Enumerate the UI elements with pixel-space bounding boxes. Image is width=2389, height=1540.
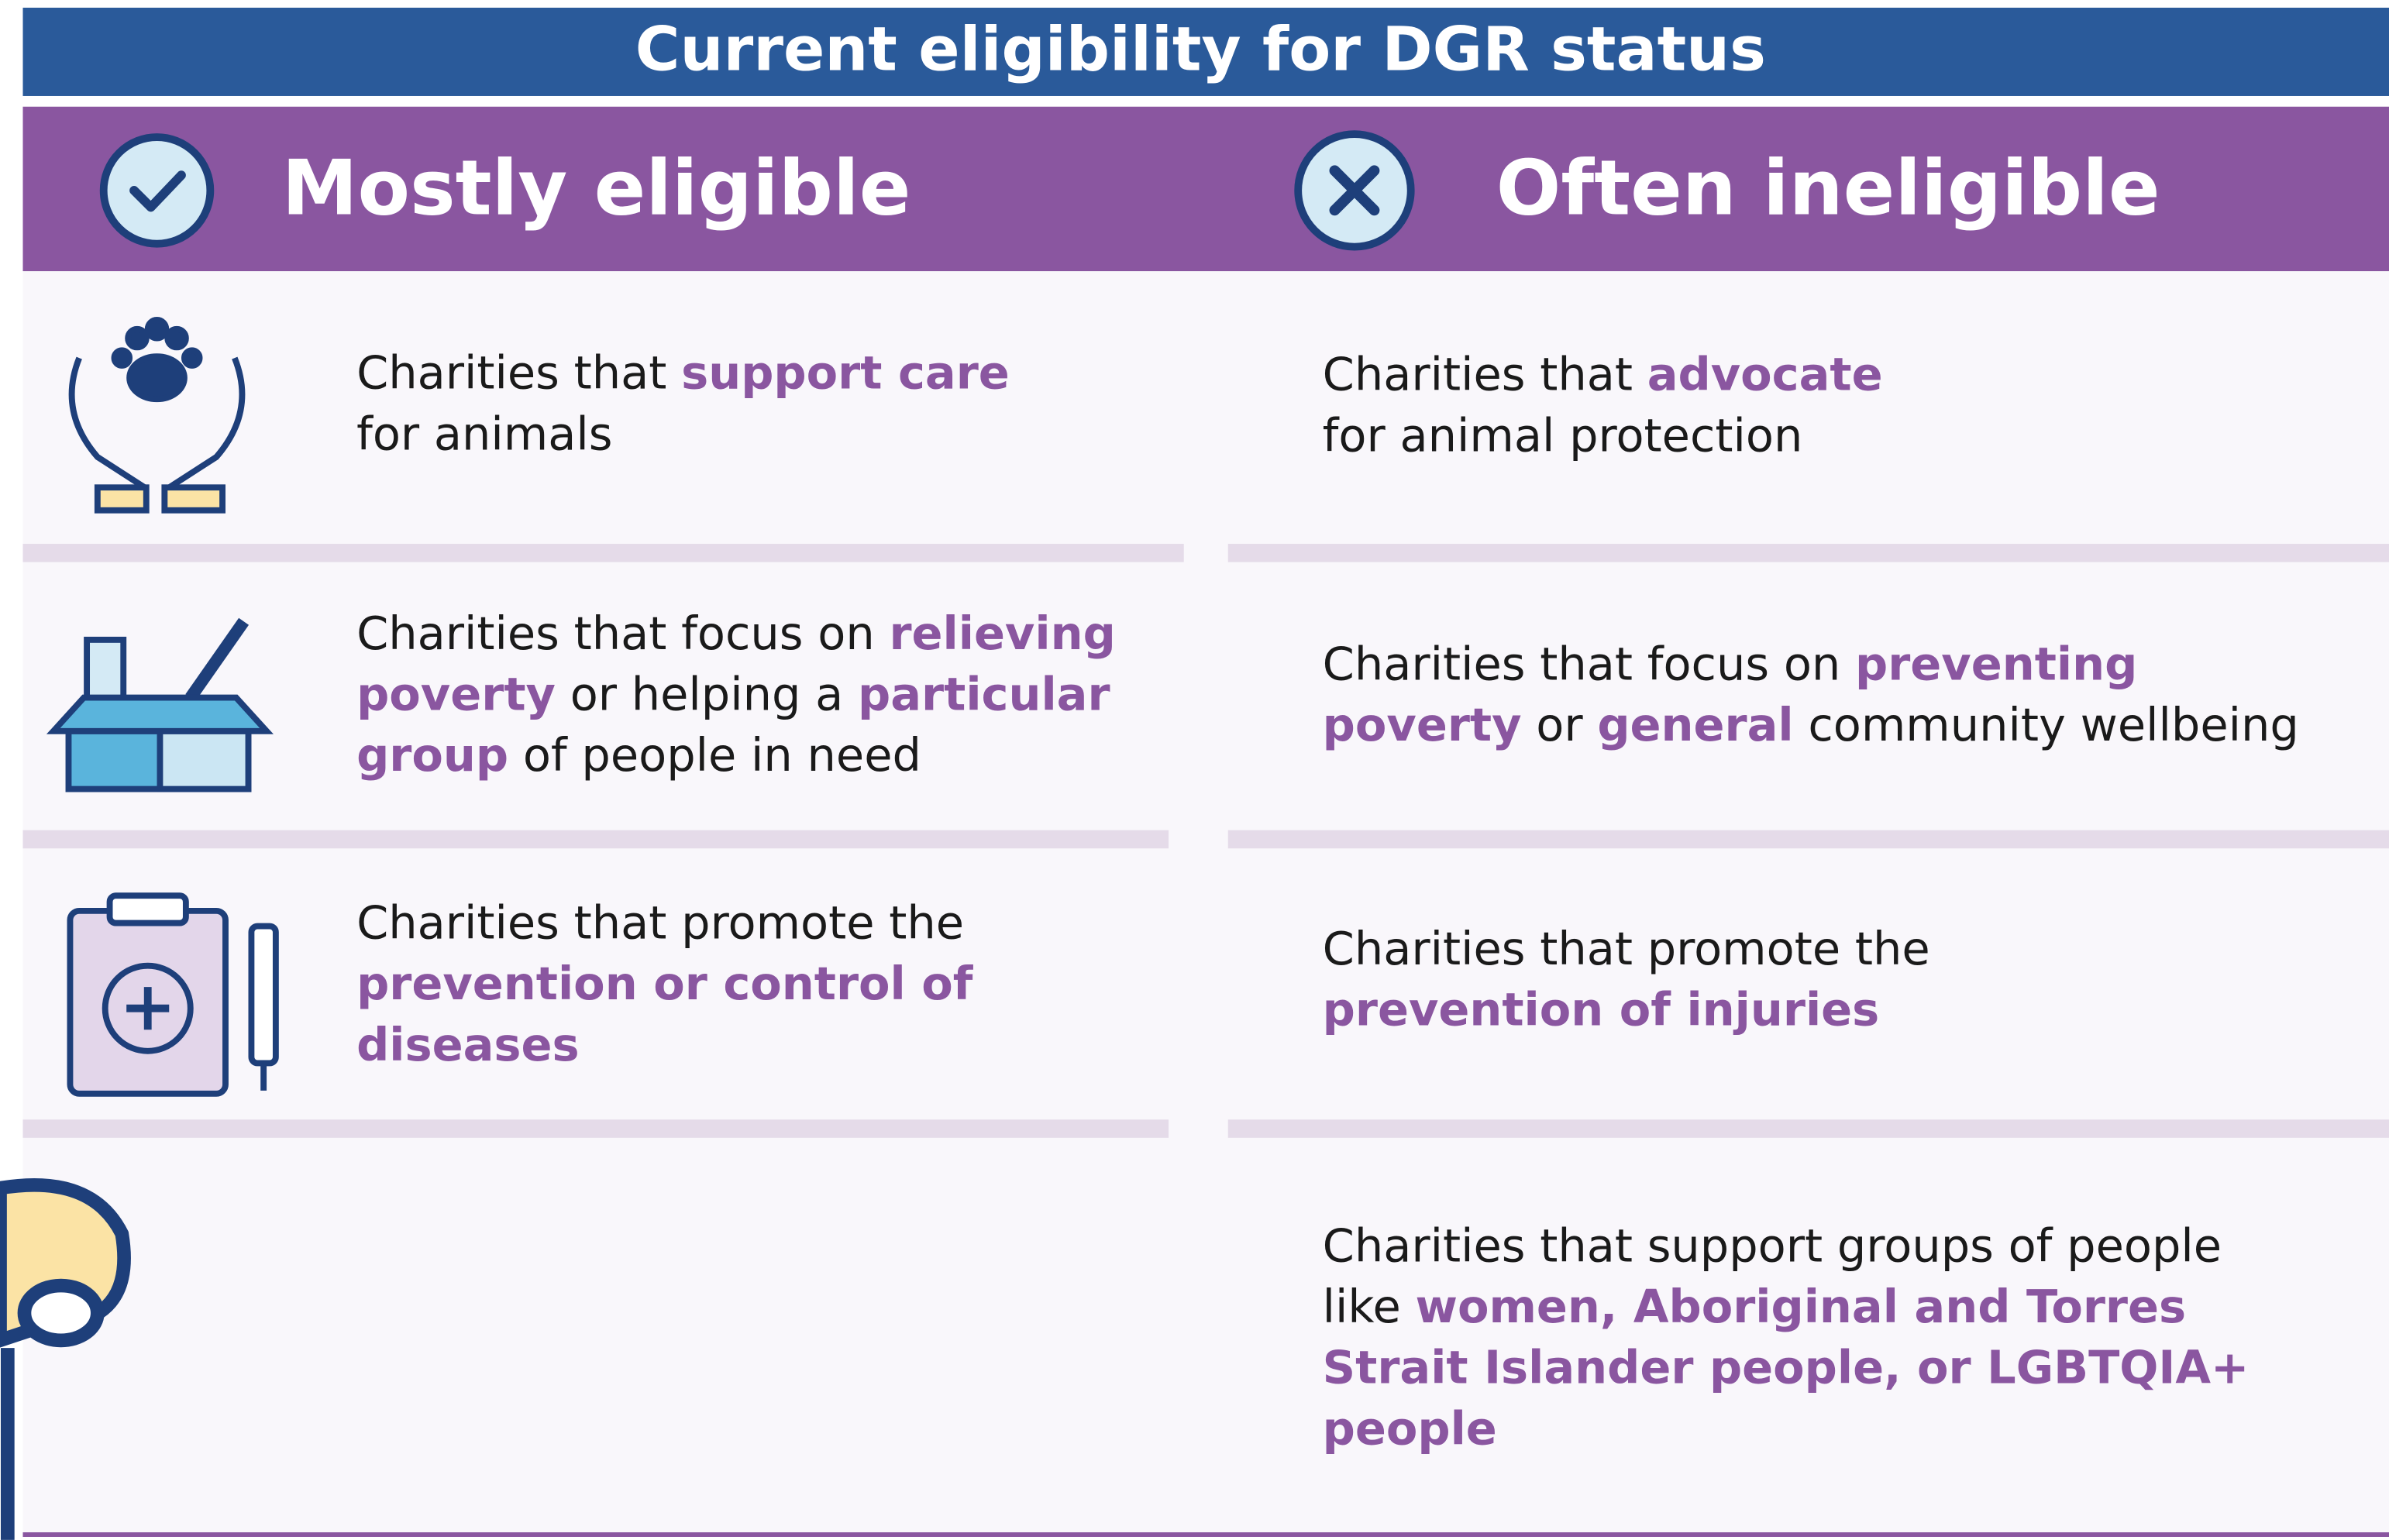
text-segment: community wellbeing — [1794, 698, 2299, 751]
text-segment: like — [1323, 1280, 1416, 1333]
emphasis: advocate — [1647, 348, 1883, 401]
emphasis: diseases — [356, 1018, 580, 1071]
emphasis: support care — [681, 346, 1010, 400]
text-segment: for animal protection — [1323, 408, 1803, 462]
text-segment: for animals — [356, 407, 612, 460]
emphasis: people — [1323, 1401, 1497, 1455]
row-text-line: diseases — [356, 1018, 580, 1071]
text-segment: Charities that — [356, 346, 681, 400]
emphasis: prevention or control of — [356, 957, 974, 1010]
cross-icon — [1298, 134, 1410, 246]
text-segment: Charities that support groups of people — [1323, 1219, 2222, 1272]
row-text-line: Charities that focus on relieving — [356, 607, 1116, 660]
row-text-line: group of people in need — [356, 728, 921, 782]
row-text-line: people — [1323, 1401, 1497, 1455]
bottom-rule — [22, 1532, 2389, 1537]
text-segment: Charities that promote the — [1323, 922, 1930, 975]
emphasis: group — [356, 728, 508, 782]
text-segment: of people in need — [508, 728, 921, 782]
text-segment: Charities that focus on — [356, 607, 889, 660]
text-segment: or helping a — [556, 668, 858, 721]
row-text-line: Charities that promote the — [1323, 922, 1930, 975]
row-text-line: for animals — [356, 407, 612, 460]
emphasis: Strait Islander people, or LGBTQIA+ — [1323, 1341, 2250, 1394]
row-text-line: Charities that support groups of people — [1323, 1219, 2222, 1272]
row-text-line: prevention or control of — [356, 957, 974, 1010]
page: Current eligibility for DGR status Mostl… — [0, 0, 2389, 1540]
row-text-line: prevention of injuries — [1323, 983, 1880, 1036]
emphasis: particular — [858, 668, 1110, 721]
row-text-line: Charities that focus on preventing — [1323, 637, 2138, 690]
column-heading: Often ineligible — [1496, 145, 2160, 233]
text-segment: Charities that promote the — [356, 896, 964, 950]
emphasis: poverty — [1323, 698, 1522, 751]
text-segment: or — [1522, 698, 1598, 751]
column-heading: Mostly eligible — [282, 145, 911, 233]
check-icon — [104, 137, 211, 244]
row-text-line: Charities that support care — [356, 346, 1010, 400]
emphasis: poverty — [356, 668, 556, 721]
emphasis: women, Aboriginal and Torres — [1416, 1280, 2187, 1333]
row-text-line: for animal protection — [1323, 408, 1803, 462]
title: Current eligibility for DGR status — [635, 13, 1766, 84]
row-text-line: poverty or helping a particular — [356, 668, 1110, 721]
row-text-line: Strait Islander people, or LGBTQIA+ — [1323, 1341, 2250, 1394]
text-segment: Charities that — [1323, 348, 1647, 401]
row-text-line: Charities that advocate — [1323, 348, 1883, 401]
emphasis: prevention of injuries — [1323, 983, 1880, 1036]
row-text-line: poverty or general community wellbeing — [1323, 698, 2299, 751]
emphasis: general — [1597, 698, 1793, 751]
emphasis: relieving — [889, 607, 1115, 660]
infographic: Current eligibility for DGR status Mostl… — [0, 0, 2389, 1540]
row-text-line: like women, Aboriginal and Torres — [1323, 1280, 2186, 1333]
row-text-line: Charities that promote the — [356, 896, 964, 950]
emphasis: preventing — [1855, 637, 2137, 690]
text-segment: Charities that focus on — [1323, 637, 1855, 690]
